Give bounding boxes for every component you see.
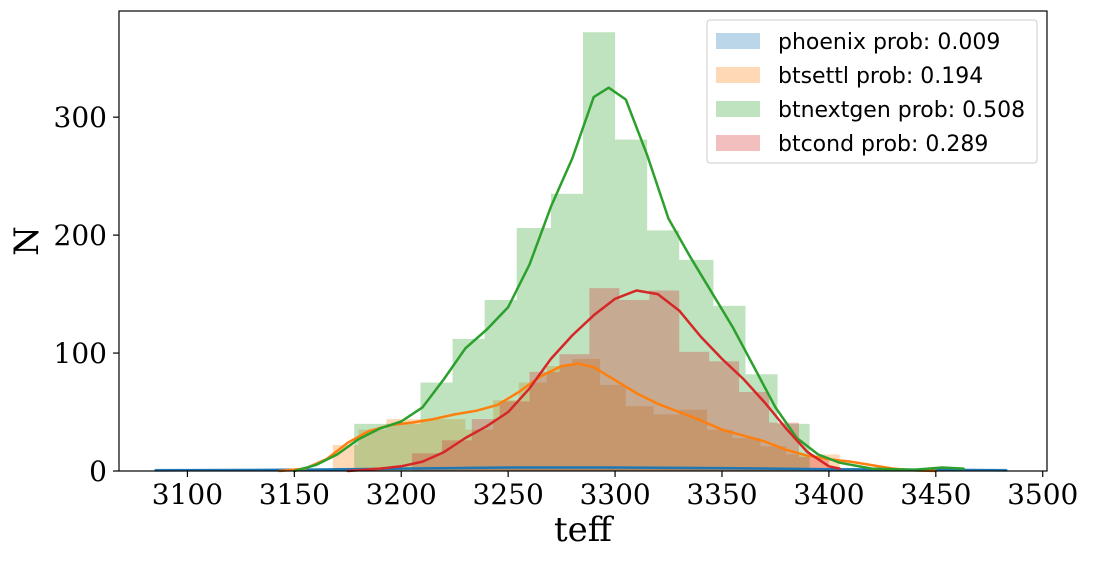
histogram-bar-series-1-bin-11 bbox=[625, 406, 654, 471]
x-tick-label-5: 3350 bbox=[686, 478, 757, 511]
histogram-bar-series-1-bin-2 bbox=[386, 419, 412, 471]
density-curves-layer bbox=[154, 86, 1008, 473]
histogram-bar-series-2-bin-4 bbox=[484, 299, 517, 471]
histogram-bar-series-1-bin-12 bbox=[653, 414, 680, 471]
histogram-bar-series-2-bin-7 bbox=[583, 32, 616, 471]
legend-label-2: btnextgen prob: 0.508 bbox=[778, 98, 1025, 123]
histogram-bar-series-1-bin-15 bbox=[732, 437, 761, 471]
histogram-bar-series-2-bin-5 bbox=[516, 228, 551, 471]
histogram-bar-series-1-bin-7 bbox=[518, 382, 547, 471]
histogram-bar-series-1-bin-17 bbox=[786, 454, 814, 471]
y-tick-label-1: 100 bbox=[54, 337, 107, 370]
histogram-bar-series-0-bin-0 bbox=[155, 468, 1007, 471]
legend-label-3: btcond prob: 0.289 bbox=[778, 132, 988, 157]
y-tick-label-0: 0 bbox=[89, 455, 107, 488]
histogram-bar-series-2-bin-12 bbox=[745, 374, 778, 471]
y-tick-label-3: 300 bbox=[54, 101, 107, 134]
legend-swatch-1 bbox=[716, 67, 760, 83]
histogram-bar-series-3-bin-10 bbox=[709, 361, 740, 471]
x-tick-label-7: 3450 bbox=[900, 478, 971, 511]
y-axis-ticks: 0 100 200 300 bbox=[54, 101, 119, 488]
legend-swatch-2 bbox=[716, 101, 760, 117]
legend-label-1: btsettl prob: 0.194 bbox=[778, 64, 983, 89]
histogram-bar-series-3-bin-4 bbox=[529, 371, 560, 471]
y-tick-label-2: 200 bbox=[54, 219, 107, 252]
x-tick-label-4: 3300 bbox=[579, 478, 650, 511]
histogram-bar-series-2-bin-11 bbox=[713, 305, 746, 471]
x-axis-ticks: 3100 3150 3200 3250 3300 3350 3400 3450 3500 bbox=[152, 471, 1078, 511]
histogram-bar-series-1-bin-10 bbox=[600, 384, 626, 471]
histogram-bar-series-2-bin-9 bbox=[647, 230, 680, 471]
legend-box bbox=[706, 19, 1038, 164]
histogram-bar-series-3-bin-8 bbox=[649, 290, 680, 471]
x-tick-label-8: 3500 bbox=[1007, 478, 1078, 511]
x-tick-label-0: 3100 bbox=[152, 478, 223, 511]
histogram-bar-series-3-bin-9 bbox=[679, 351, 710, 471]
histogram-bar-series-1-bin-8 bbox=[546, 366, 573, 471]
histogram-bar-series-2-bin-10 bbox=[679, 259, 714, 471]
histogram-bar-series-1-bin-16 bbox=[760, 446, 787, 471]
legend-swatch-3 bbox=[716, 135, 760, 151]
density-curve-series-3 bbox=[346, 289, 841, 473]
plot-frame bbox=[118, 10, 1048, 472]
y-axis-label: N bbox=[7, 226, 47, 256]
histogram-bar-series-3-bin-5 bbox=[559, 354, 590, 471]
legend-label-0: phoenix prob: 0.009 bbox=[778, 30, 1000, 55]
histogram-bar-series-3-bin-1 bbox=[441, 440, 472, 471]
histogram-bar-series-3-bin-12 bbox=[769, 422, 799, 471]
legend-items: phoenix prob: 0.009 btsettl prob: 0.194 bt… bbox=[716, 30, 1025, 157]
x-tick-label-1: 3150 bbox=[259, 478, 330, 511]
density-curve-series-2 bbox=[293, 86, 965, 473]
x-tick-label-3: 3250 bbox=[473, 478, 544, 511]
x-axis-label: teff bbox=[554, 510, 615, 550]
histogram-bar-series-3-bin-3 bbox=[499, 401, 530, 471]
histogram-bars-layer bbox=[155, 32, 1007, 472]
histogram-bar-series-1-bin-14 bbox=[707, 429, 733, 471]
legend-swatch-0 bbox=[716, 33, 760, 49]
histogram-bar-series-3-bin-11 bbox=[739, 391, 770, 471]
x-tick-label-2: 3200 bbox=[366, 478, 437, 511]
histogram-bar-series-2-bin-6 bbox=[550, 193, 583, 472]
x-tick-label-6: 3400 bbox=[793, 478, 864, 511]
histogram-bar-series-2-bin-8 bbox=[615, 139, 648, 472]
legend: phoenix prob: 0.009 btsettl prob: 0.194 bt… bbox=[706, 19, 1038, 164]
histogram-bar-series-1-bin-9 bbox=[572, 358, 601, 471]
